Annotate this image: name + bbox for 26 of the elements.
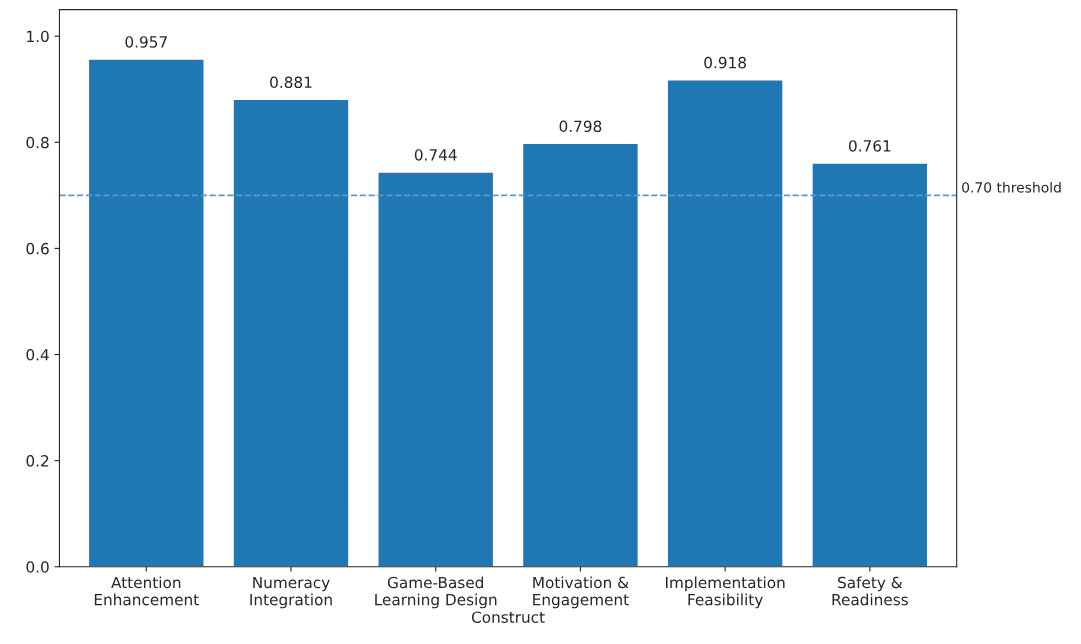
bar [377,171,495,567]
y-tick-label: 0.4 [26,348,49,361]
bar [666,78,784,567]
ref-line-label: 0.70 threshold [962,181,1061,193]
x-tick-label: Numeracy Integration [250,576,332,609]
y-tick-label: 0.0 [26,561,49,573]
bar [521,142,640,567]
y-tick-label: 0.6 [26,242,49,255]
data-label: 0.761 [849,140,891,152]
x-tick-label: Motivation & Engagement [533,576,629,609]
data-label: 0.957 [125,36,167,48]
data-label: 0.744 [414,149,457,161]
y-tick-label: 1.0 [27,30,49,43]
x-tick-label: Game-Based Learning Design [375,576,497,609]
data-label: 0.881 [270,76,312,89]
x-tick-label: Implementation Feasibility [665,576,785,609]
data-label: 0.918 [704,56,746,69]
bar [232,98,350,567]
x-tick-label: Safety & Readiness [832,576,908,606]
x-tick-label: Attention Enhancement [94,576,199,606]
x-axis-title: Construct [471,611,545,623]
y-tick-label: 0.2 [26,455,49,467]
data-label: 0.798 [559,120,602,133]
bar [87,58,205,567]
bar [811,162,929,567]
y-tick-label: 0.8 [26,136,49,149]
